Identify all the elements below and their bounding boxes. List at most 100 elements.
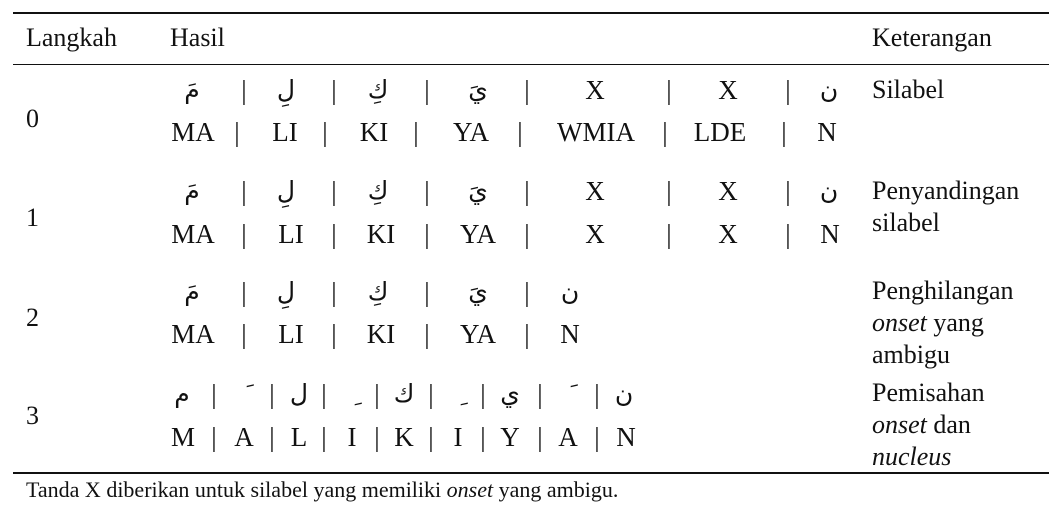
arabic-letter: ل xyxy=(289,379,309,408)
separator: | xyxy=(424,277,430,307)
separator: | xyxy=(537,422,543,452)
arabic-syllable: يَ xyxy=(468,176,488,205)
separator: | xyxy=(331,75,337,105)
arabic-syllable: كِ xyxy=(367,75,389,104)
separator: | xyxy=(424,319,430,349)
latin-letter: I xyxy=(347,422,357,452)
latin-syllable: KI xyxy=(366,319,396,349)
arabic-syllable: ن xyxy=(819,176,839,205)
step-number: 1 xyxy=(26,203,39,232)
arabic-syllable: كِ xyxy=(367,176,389,205)
separator: | xyxy=(480,422,486,452)
separator: | xyxy=(331,219,337,249)
ambiguous-marker: X xyxy=(585,75,605,105)
latin-syllable: N xyxy=(820,219,840,249)
table-bottom-rule xyxy=(13,472,1049,474)
latin-letter: M xyxy=(170,422,196,452)
row-note: Penghilangan onset yang ambigu xyxy=(872,275,1052,371)
separator: | xyxy=(666,176,672,206)
separator: | xyxy=(269,379,275,409)
arabic-syllable: يَ xyxy=(468,75,488,104)
separator: | xyxy=(428,422,434,452)
separator: | xyxy=(424,176,430,206)
note-line: Penghilangan xyxy=(872,276,1014,305)
latin-letter: A xyxy=(234,422,254,452)
separator: | xyxy=(234,117,240,147)
latin-letter: N xyxy=(616,422,636,452)
separator: | xyxy=(241,219,247,249)
separator: | xyxy=(524,219,530,249)
separator: | xyxy=(666,219,672,249)
arabic-syllable: مَ xyxy=(184,176,200,205)
latin-syllable: YA xyxy=(459,319,497,349)
separator: | xyxy=(211,379,217,409)
arabic-letter: ن xyxy=(614,379,634,408)
note-term: onset xyxy=(872,410,927,439)
separator: | xyxy=(424,219,430,249)
latin-syllable: KI xyxy=(359,117,389,147)
separator: | xyxy=(211,422,217,452)
row-note: Silabel xyxy=(872,74,1052,106)
arabic-syllable: مَ xyxy=(184,75,200,104)
note-term: onset xyxy=(872,308,927,337)
separator: | xyxy=(413,117,419,147)
separator: | xyxy=(594,422,600,452)
step-number: 2 xyxy=(26,303,39,332)
header-note: Keterangan xyxy=(872,23,992,52)
separator: | xyxy=(241,319,247,349)
latin-letter: K xyxy=(394,422,414,452)
separator: | xyxy=(428,379,434,409)
latin-syllable: MA xyxy=(171,117,215,147)
latin-syllable: MA xyxy=(171,319,215,349)
separator: | xyxy=(331,319,337,349)
header-result: Hasil xyxy=(170,23,225,52)
note-line: silabel xyxy=(872,208,940,237)
arabic-letter: ي xyxy=(500,379,520,408)
separator: | xyxy=(321,379,327,409)
separator: | xyxy=(666,75,672,105)
latin-letter: Y xyxy=(500,422,520,452)
separator: | xyxy=(241,176,247,206)
latin-syllable: LI xyxy=(278,319,304,349)
separator: | xyxy=(241,277,247,307)
separator: | xyxy=(517,117,523,147)
separator: | xyxy=(524,277,530,307)
arabic-syllable: كِ xyxy=(367,277,389,306)
separator: | xyxy=(480,379,486,409)
note-term: nucleus xyxy=(872,442,952,471)
separator: | xyxy=(374,379,380,409)
note-line: Silabel xyxy=(872,75,945,104)
separator: | xyxy=(524,319,530,349)
arabic-letter: م xyxy=(174,379,190,408)
latin-syllable: X xyxy=(585,219,605,249)
table-footnote: Tanda X diberikan untuk silabel yang mem… xyxy=(26,476,618,504)
ambiguous-marker: X xyxy=(718,75,738,105)
note-text: dan xyxy=(926,410,971,439)
separator: | xyxy=(781,117,787,147)
latin-syllable: KI xyxy=(366,219,396,249)
note-text: yang xyxy=(926,308,984,337)
latin-syllable: YA xyxy=(452,117,490,147)
note-line: onset dan xyxy=(872,409,1052,441)
separator: | xyxy=(374,422,380,452)
latin-syllable: X xyxy=(718,219,738,249)
arabic-syllable: لِ xyxy=(276,176,296,205)
separator: | xyxy=(537,379,543,409)
separator: | xyxy=(331,176,337,206)
separator: | xyxy=(594,379,600,409)
arabic-syllable: لِ xyxy=(276,277,296,306)
row-note: Penyandingan silabel xyxy=(872,175,1052,239)
latin-syllable: LI xyxy=(278,219,304,249)
latin-letter: L xyxy=(290,422,308,452)
latin-syllable: LI xyxy=(272,117,298,147)
ambiguous-marker: X xyxy=(585,176,605,206)
row-note: Pemisahan onset dan nucleus xyxy=(872,377,1052,473)
separator: | xyxy=(785,176,791,206)
footnote-text: Tanda X diberikan untuk silabel yang mem… xyxy=(26,477,447,502)
separator: | xyxy=(424,75,430,105)
latin-syllable: WMIA xyxy=(557,117,635,147)
separator: | xyxy=(785,219,791,249)
separator: | xyxy=(331,277,337,307)
separator: | xyxy=(524,75,530,105)
latin-letter: A xyxy=(558,422,578,452)
